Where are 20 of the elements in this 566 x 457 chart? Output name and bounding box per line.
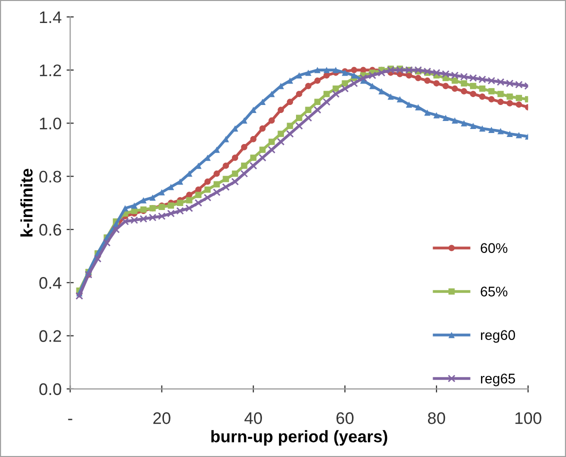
legend-label: reg60 xyxy=(480,330,516,343)
y-tick-label: 0.4 xyxy=(39,277,62,289)
y-tick-label: 0.2 xyxy=(39,330,62,342)
y-tick-label: 0.6 xyxy=(39,224,62,236)
x-tick-label: - xyxy=(68,418,72,420)
x-tick-label: 60 xyxy=(336,412,354,424)
x-axis-title: burn-up period (years) xyxy=(211,430,388,446)
x-tick-label: 40 xyxy=(244,412,262,424)
y-tick-label: 1.0 xyxy=(40,118,62,130)
legend-label: 60% xyxy=(480,243,508,253)
y-tick-label: 1.2 xyxy=(40,64,62,76)
y-tick-label: 1.4 xyxy=(40,11,62,23)
legend-label: 65% xyxy=(480,286,508,296)
legend-label: reg65 xyxy=(480,374,515,386)
x-tick-label: 100 xyxy=(515,412,542,424)
y-tick-label: 0.8 xyxy=(39,170,62,183)
y-axis-title: k-infinite xyxy=(20,168,33,236)
x-tick-label: 20 xyxy=(153,412,170,424)
y-tick-label: 0.0 xyxy=(39,383,62,396)
x-tick-label: 80 xyxy=(428,412,446,424)
